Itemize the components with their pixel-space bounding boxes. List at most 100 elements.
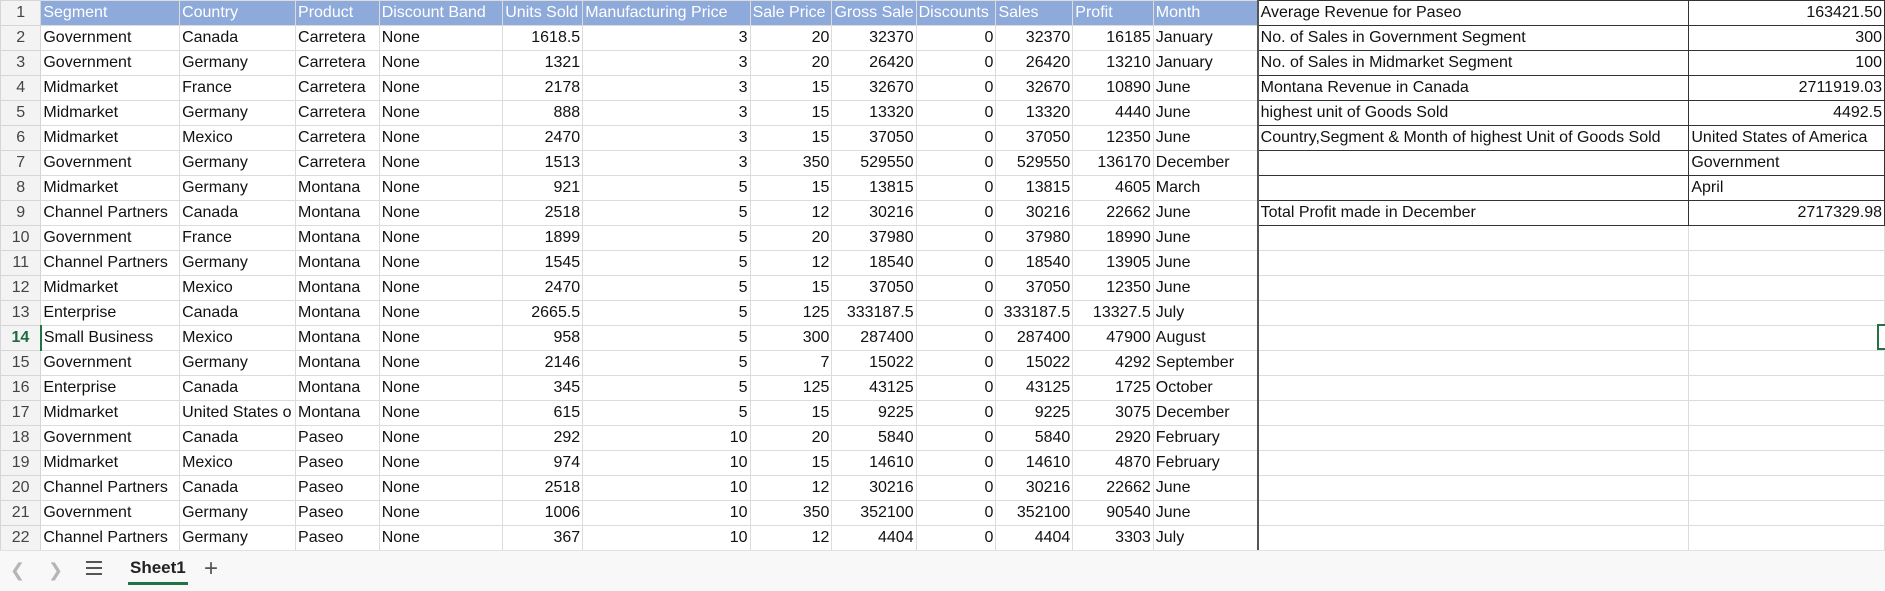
table-cell[interactable]: 15 — [749, 400, 833, 426]
table-cell[interactable]: 5 — [582, 250, 751, 276]
table-cell[interactable]: 2920 — [1072, 425, 1154, 451]
column-header[interactable]: Manufacturing Price — [582, 0, 751, 26]
table-cell[interactable]: 9225 — [831, 400, 917, 426]
table-cell[interactable]: 37980 — [995, 225, 1074, 251]
row-number[interactable]: 5 — [0, 100, 42, 126]
table-cell[interactable]: 26420 — [831, 50, 917, 76]
table-cell[interactable]: 0 — [915, 400, 997, 426]
table-cell[interactable]: 3 — [582, 50, 751, 76]
table-cell[interactable]: 32370 — [995, 25, 1074, 51]
table-cell[interactable]: None — [378, 500, 504, 526]
table-cell[interactable]: Government — [40, 50, 181, 76]
summary-value[interactable]: 4492.5 — [1688, 100, 1885, 126]
table-cell[interactable]: 5 — [582, 225, 751, 251]
table-cell[interactable]: 0 — [915, 200, 997, 226]
table-cell[interactable]: None — [378, 75, 504, 101]
table-cell[interactable]: December — [1152, 400, 1259, 426]
summary-label[interactable]: Country,Segment & Month of highest Unit … — [1256, 125, 1690, 151]
table-cell[interactable]: 958 — [502, 325, 584, 351]
table-cell[interactable]: 974 — [502, 450, 584, 476]
table-cell[interactable] — [1256, 300, 1690, 326]
table-cell[interactable]: 333187.5 — [831, 300, 917, 326]
table-cell[interactable]: Midmarket — [40, 125, 181, 151]
row-number[interactable]: 17 — [0, 400, 42, 426]
table-cell[interactable]: 4440 — [1072, 100, 1154, 126]
table-cell[interactable]: 13815 — [995, 175, 1074, 201]
table-cell[interactable]: 333187.5 — [995, 300, 1074, 326]
table-cell[interactable]: 32670 — [995, 75, 1074, 101]
table-cell[interactable]: 18540 — [995, 250, 1074, 276]
column-header[interactable]: Profit — [1072, 0, 1154, 26]
table-cell[interactable]: 0 — [915, 75, 997, 101]
table-cell[interactable]: None — [378, 50, 504, 76]
row-number[interactable]: 4 — [0, 75, 42, 101]
selected-cell[interactable] — [1877, 324, 1885, 350]
table-cell[interactable]: 0 — [915, 150, 997, 176]
table-cell[interactable]: 0 — [915, 125, 997, 151]
table-cell[interactable]: Government — [40, 150, 181, 176]
table-cell[interactable]: Montana — [295, 300, 380, 326]
table-cell[interactable]: Germany — [179, 175, 297, 201]
table-cell[interactable]: 0 — [915, 350, 997, 376]
table-cell[interactable]: Germany — [179, 100, 297, 126]
column-header[interactable]: Sales — [995, 0, 1074, 26]
table-cell[interactable]: Carretera — [295, 150, 380, 176]
table-cell[interactable]: 12 — [749, 475, 833, 501]
table-cell[interactable]: Carretera — [295, 75, 380, 101]
table-cell[interactable]: None — [378, 450, 504, 476]
column-header[interactable]: Discount Band — [378, 0, 504, 26]
chevron-left-icon[interactable]: ❮ — [10, 560, 26, 580]
table-cell[interactable]: Channel Partners — [40, 200, 181, 226]
table-cell[interactable]: 9225 — [995, 400, 1074, 426]
summary-value[interactable]: April — [1688, 175, 1885, 201]
table-cell[interactable]: 0 — [915, 225, 997, 251]
table-cell[interactable]: 615 — [502, 400, 584, 426]
table-cell[interactable] — [1256, 375, 1690, 401]
table-cell[interactable]: 30216 — [831, 200, 917, 226]
table-cell[interactable]: None — [378, 150, 504, 176]
table-cell[interactable]: July — [1152, 525, 1259, 550]
table-cell[interactable]: Carretera — [295, 50, 380, 76]
table-cell[interactable]: Montana — [295, 250, 380, 276]
table-cell[interactable]: 5 — [582, 325, 751, 351]
table-cell[interactable]: Montana — [295, 375, 380, 401]
table-cell[interactable]: 32670 — [831, 75, 917, 101]
table-cell[interactable]: Montana — [295, 200, 380, 226]
table-cell[interactable]: 3 — [582, 25, 751, 51]
table-cell[interactable]: None — [378, 325, 504, 351]
table-cell[interactable]: June — [1152, 475, 1259, 501]
table-cell[interactable]: 32370 — [831, 25, 917, 51]
table-cell[interactable]: Paseo — [295, 450, 380, 476]
table-cell[interactable]: 2470 — [502, 125, 584, 151]
table-cell[interactable]: Germany — [179, 525, 297, 550]
table-cell[interactable] — [1256, 500, 1690, 526]
table-cell[interactable]: 20 — [749, 225, 833, 251]
table-cell[interactable]: 3 — [582, 125, 751, 151]
table-cell[interactable]: 10 — [582, 525, 751, 550]
table-cell[interactable]: Germany — [179, 250, 297, 276]
summary-label[interactable]: Montana Revenue in Canada — [1256, 75, 1690, 101]
table-cell[interactable] — [1688, 275, 1885, 301]
table-cell[interactable] — [1256, 525, 1690, 550]
summary-value[interactable]: 2711919.03 — [1688, 75, 1885, 101]
table-cell[interactable]: 5 — [582, 175, 751, 201]
table-cell[interactable]: 10 — [582, 475, 751, 501]
table-cell[interactable]: 18990 — [1072, 225, 1154, 251]
table-cell[interactable]: March — [1152, 175, 1259, 201]
table-cell[interactable]: Canada — [179, 425, 297, 451]
table-cell[interactable]: Midmarket — [40, 175, 181, 201]
table-cell[interactable]: None — [378, 300, 504, 326]
table-cell[interactable]: Channel Partners — [40, 250, 181, 276]
table-cell[interactable]: 300 — [749, 325, 833, 351]
table-cell[interactable] — [1256, 225, 1690, 251]
table-cell[interactable]: 22662 — [1072, 200, 1154, 226]
table-cell[interactable]: 30216 — [831, 475, 917, 501]
table-cell[interactable]: 3 — [582, 100, 751, 126]
table-cell[interactable]: June — [1152, 500, 1259, 526]
table-cell[interactable]: 26420 — [995, 50, 1074, 76]
table-cell[interactable]: June — [1152, 225, 1259, 251]
summary-label[interactable] — [1256, 150, 1690, 176]
table-cell[interactable]: None — [378, 475, 504, 501]
spreadsheet-grid[interactable]: 1 Segment Country Product Discount Band Units… — [0, 0, 1885, 550]
table-cell[interactable]: 15 — [749, 75, 833, 101]
